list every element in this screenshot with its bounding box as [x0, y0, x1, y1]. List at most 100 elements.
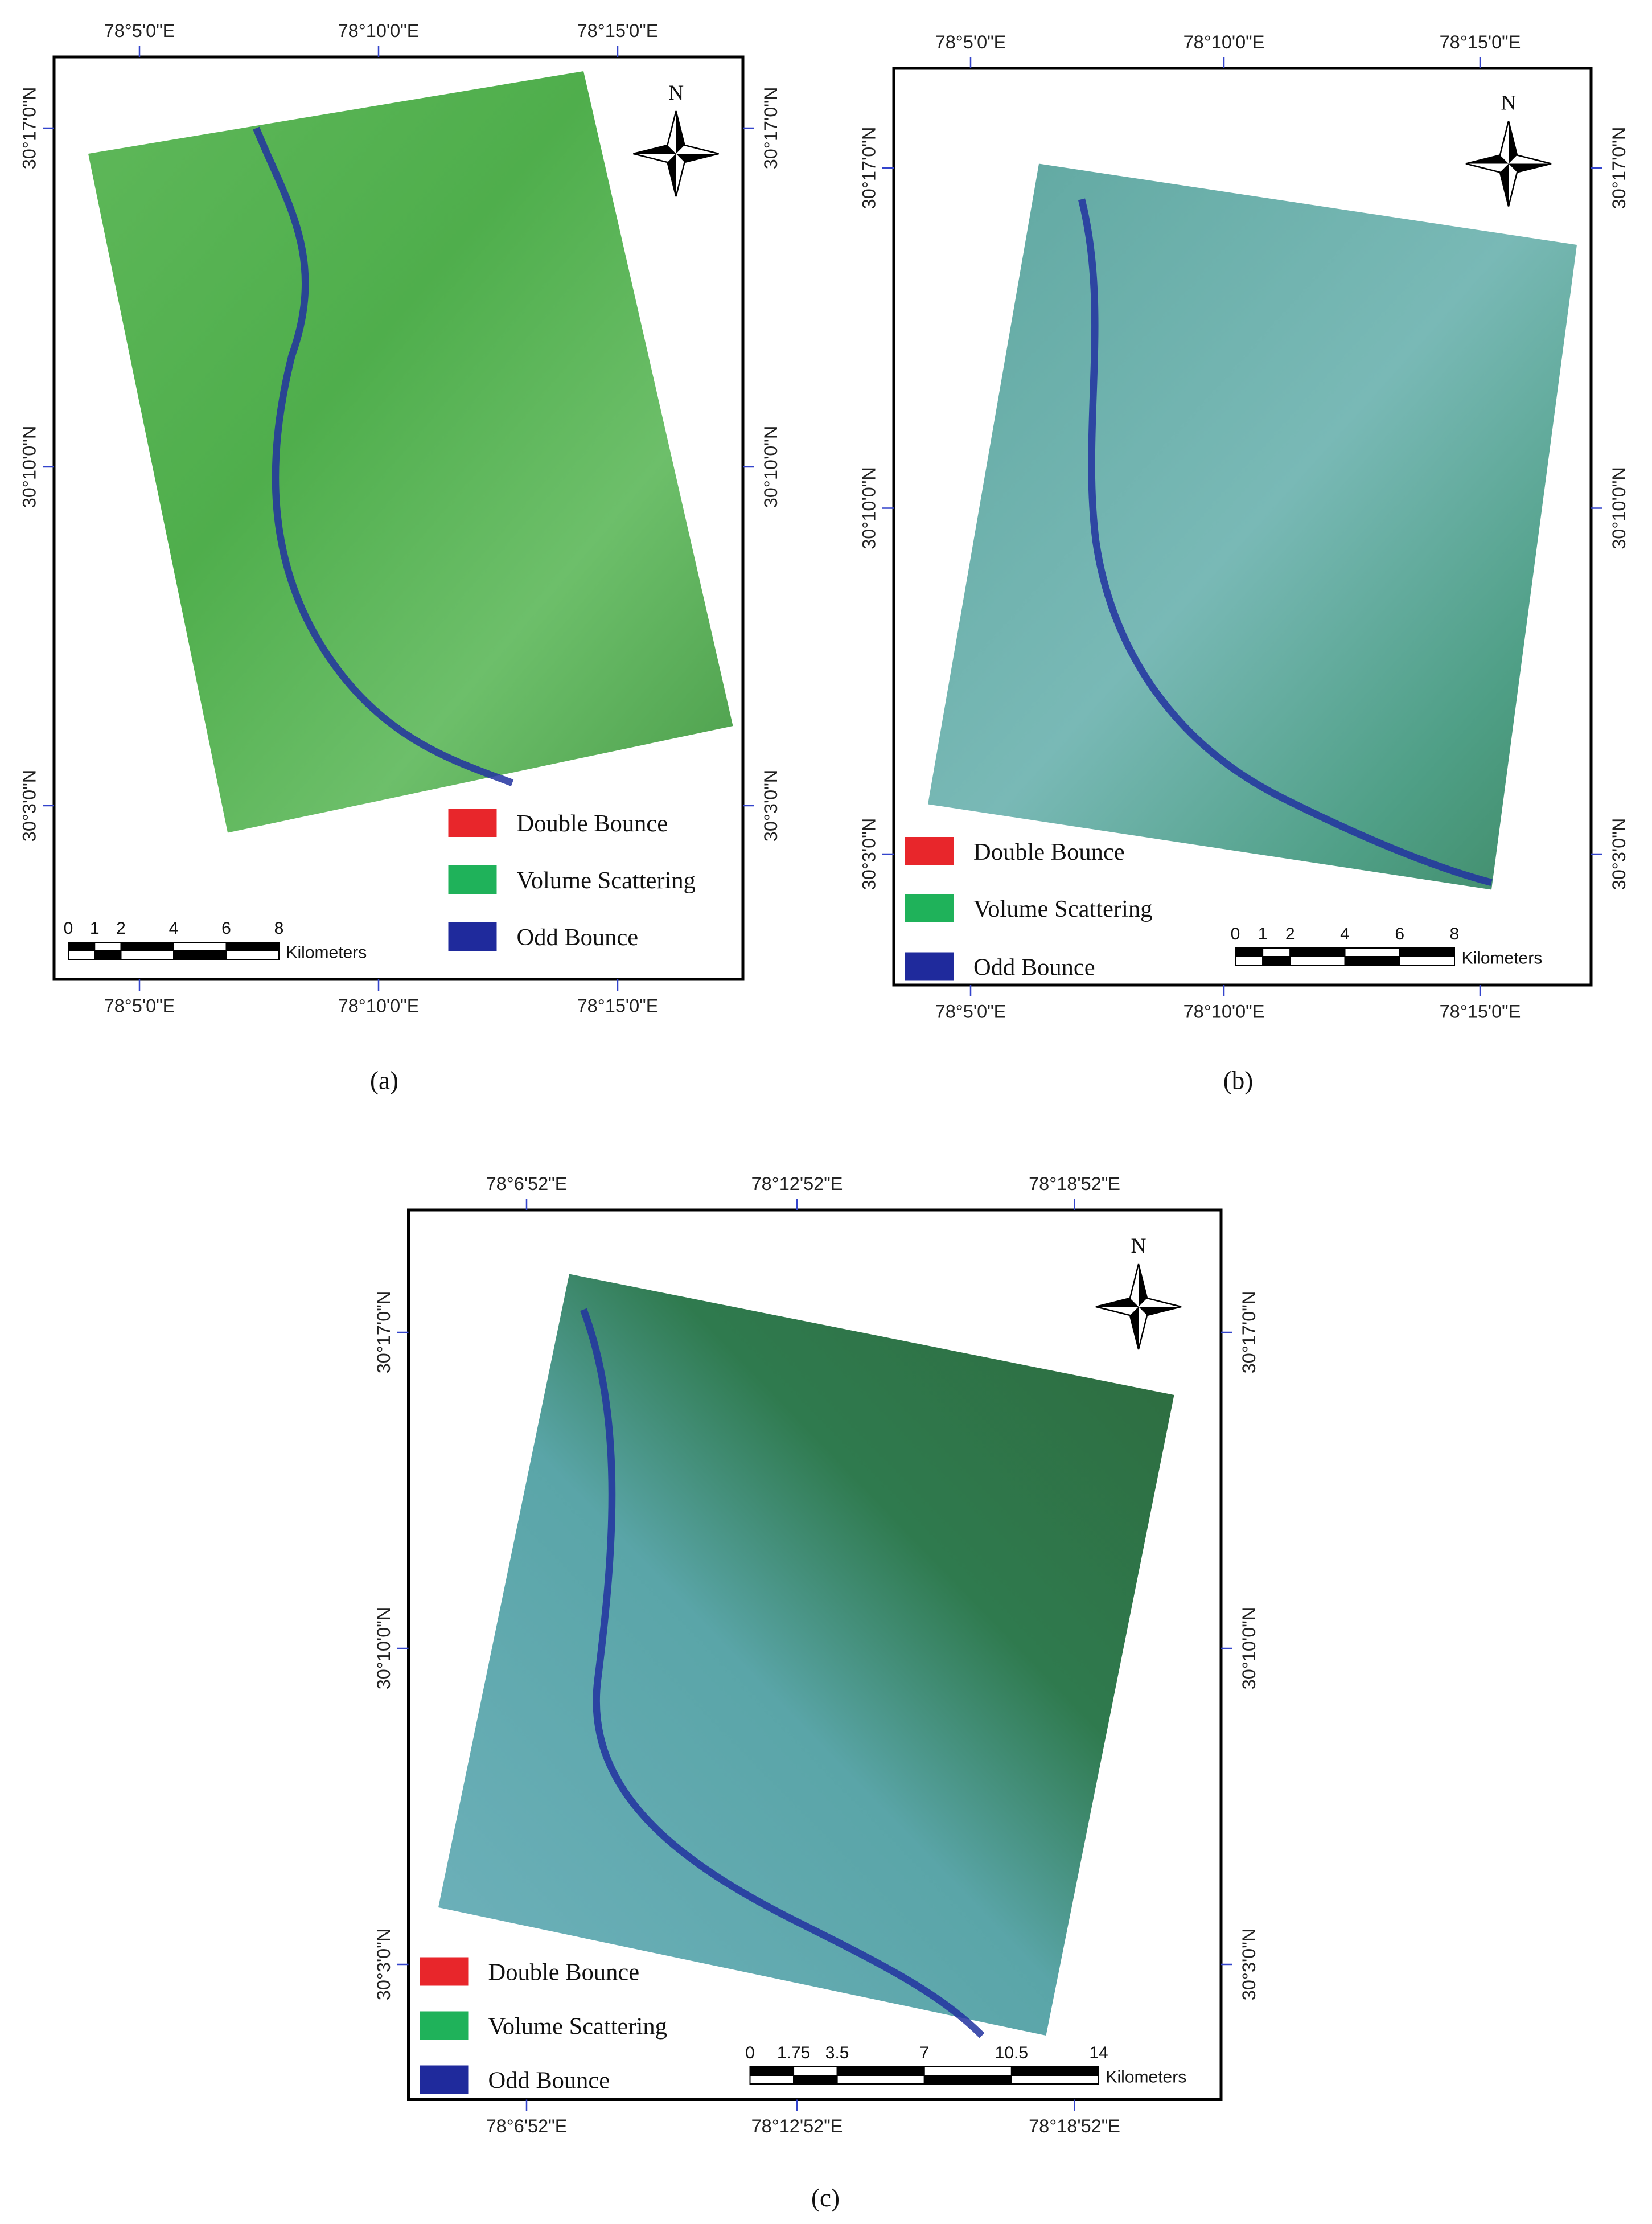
- scale-tick-label: 6: [1395, 925, 1404, 943]
- river: [580, 1308, 985, 2038]
- latitude-label: 30°17'0"N: [19, 87, 39, 170]
- scale-bar-segment: [1262, 955, 1291, 966]
- longitude-label: 78°5'0"E: [935, 1002, 1006, 1022]
- longitude-label: 78°15'0"E: [577, 996, 659, 1016]
- longitude-label: 78°10'0"E: [338, 20, 420, 41]
- legend-swatch: [905, 894, 954, 922]
- scale-tick-label: 0: [64, 919, 73, 938]
- scale-bar-segment: [225, 941, 280, 951]
- scale-tick-label: 1: [90, 919, 100, 938]
- legend-label: Odd Bounce: [973, 954, 1095, 981]
- legend-label: Volume Scattering: [516, 867, 695, 894]
- latitude-label: 30°17'0"N: [1609, 127, 1629, 210]
- scale-bar-segment: [120, 950, 174, 960]
- scale-bar-segment: [1344, 947, 1400, 957]
- scale-bar-segment: [749, 2074, 795, 2085]
- scale-bar-segment: [1399, 947, 1455, 957]
- latitude-label: 30°3'0"N: [859, 818, 880, 891]
- map-panel: 78°5'0"E 78°10'0"E 78°15'0"E 78°5'0"E 78°10'…: [19, 20, 781, 1094]
- longitude-label: 78°10'0"E: [1183, 32, 1265, 52]
- longitude-label: 78°6'52"E: [486, 2116, 568, 2136]
- scale-bar-segment: [120, 941, 174, 951]
- scale-bar-segment: [1344, 955, 1400, 966]
- legend-swatch: [420, 1957, 469, 1986]
- longitude-label: 78°15'0"E: [577, 20, 659, 41]
- scale-bar-segment: [793, 2074, 838, 2085]
- scale-tick-label: 7: [919, 2044, 929, 2062]
- longitude-label: 78°5'0"E: [935, 32, 1006, 52]
- scale-bar-segment: [749, 2066, 795, 2076]
- scale-tick-label: 8: [1450, 925, 1460, 943]
- scale-tick-label: 0: [745, 2044, 755, 2062]
- latitude-label: 30°10'0"N: [1609, 467, 1629, 549]
- longitude-label: 78°6'52"E: [486, 1173, 568, 1194]
- latitude-label: 30°3'0"N: [1239, 1928, 1259, 2001]
- scale-tick-label: 1: [1258, 925, 1268, 943]
- scale-unit: Kilometers: [1106, 2067, 1186, 2086]
- scale-bar-segment: [94, 950, 122, 960]
- scale-tick-label: 1.75: [777, 2044, 810, 2062]
- longitude-label: 78°18'52"E: [1029, 2116, 1120, 2136]
- panel-label: (c): [811, 2184, 840, 2212]
- scale-bar-segment: [67, 950, 96, 960]
- scale-tick-label: 2: [1285, 925, 1295, 943]
- latitude-label: 30°10'0"N: [1239, 1607, 1259, 1690]
- longitude-label: 78°12'52"E: [751, 2116, 843, 2136]
- legend-label: Double Bounce: [488, 1959, 639, 1986]
- scale-bar-segment: [1289, 955, 1346, 966]
- latitude-label: 30°3'0"N: [373, 1928, 394, 2001]
- legend-swatch: [448, 922, 497, 951]
- legend-label: Double Bounce: [973, 839, 1125, 865]
- longitude-label: 78°10'0"E: [1183, 1002, 1265, 1022]
- latitude-label: 30°10'0"N: [19, 426, 39, 508]
- legend-swatch: [448, 809, 497, 837]
- scale-bar-segment: [1234, 947, 1264, 957]
- longitude-label: 78°15'0"E: [1440, 1002, 1521, 1022]
- scale-bar-segment: [836, 2066, 925, 2076]
- scale-tick-label: 2: [116, 919, 126, 938]
- legend-swatch: [905, 952, 954, 981]
- sar-image: [438, 1274, 1174, 2036]
- latitude-label: 30°10'0"N: [373, 1607, 394, 1690]
- map-panel: 78°6'52"E 78°12'52"E 78°18'52"E 78°6'52"E 78…: [373, 1173, 1259, 2212]
- longitude-label: 78°12'52"E: [751, 1173, 843, 1194]
- latitude-label: 30°3'0"N: [19, 770, 39, 842]
- legend-label: Odd Bounce: [516, 924, 638, 951]
- legend-swatch: [905, 837, 954, 865]
- latitude-label: 30°17'0"N: [859, 127, 880, 210]
- scale-tick-label: 10.5: [995, 2044, 1028, 2062]
- scale-bar-segment: [923, 2066, 1012, 2076]
- panel-label: (b): [1223, 1066, 1253, 1095]
- legend-label: Odd Bounce: [488, 2067, 610, 2094]
- north-arrow: [1466, 121, 1551, 207]
- scale-bar-segment: [94, 941, 122, 951]
- latitude-label: 30°10'0"N: [761, 426, 781, 508]
- scale-bar-segment: [172, 941, 227, 951]
- scale-bar-segment: [1399, 955, 1455, 966]
- scale-bar-segment: [923, 2074, 1012, 2085]
- scale-tick-label: 4: [169, 919, 179, 938]
- map-panel: 78°5'0"E 78°10'0"E 78°15'0"E 78°5'0"E 78°10'…: [859, 32, 1630, 1095]
- north-label: N: [668, 81, 684, 105]
- legend-label: Double Bounce: [516, 810, 668, 837]
- longitude-label: 78°10'0"E: [338, 996, 420, 1016]
- scale-unit: Kilometers: [286, 943, 367, 962]
- longitude-label: 78°5'0"E: [104, 996, 175, 1016]
- scale-bar-segment: [172, 950, 227, 960]
- scale-tick-label: 6: [221, 919, 231, 938]
- scale-bar-segment: [1262, 947, 1291, 957]
- legend-swatch: [448, 865, 497, 894]
- scale-bar-segment: [1289, 947, 1346, 957]
- scale-bar-segment: [225, 950, 280, 960]
- scale-bar-segment: [67, 941, 96, 951]
- scale-tick-label: 14: [1089, 2044, 1108, 2062]
- legend-swatch: [420, 2011, 469, 2040]
- scale-bar-segment: [1010, 2074, 1099, 2085]
- longitude-label: 78°15'0"E: [1440, 32, 1521, 52]
- legend-label: Volume Scattering: [973, 896, 1152, 922]
- latitude-label: 30°10'0"N: [859, 467, 880, 549]
- latitude-label: 30°17'0"N: [373, 1291, 394, 1374]
- latitude-label: 30°17'0"N: [1239, 1291, 1259, 1374]
- longitude-label: 78°18'52"E: [1029, 1173, 1120, 1194]
- scale-tick-label: 8: [274, 919, 284, 938]
